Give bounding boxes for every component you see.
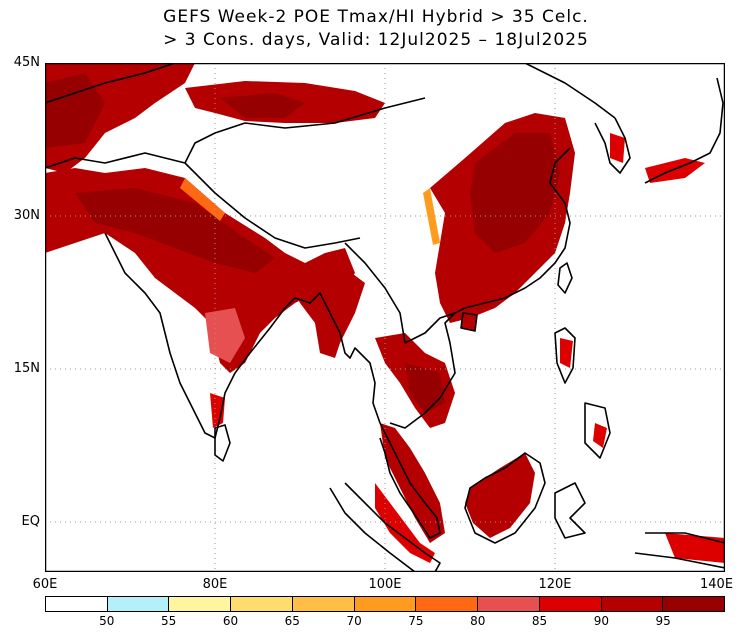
lat-label-45n: 45N xyxy=(13,55,40,70)
colorbar-swatch xyxy=(601,596,664,612)
colorbar-tick-label: 90 xyxy=(593,614,609,628)
colorbar-swatch xyxy=(478,596,540,612)
colorbar-swatch xyxy=(663,596,726,612)
title-line-1: GEFS Week-2 POE Tmax/HI Hybrid > 35 Celc… xyxy=(163,7,589,27)
colorbar-swatch xyxy=(169,596,232,612)
lon-label-80e: 80E xyxy=(202,577,228,592)
colorbar-swatch xyxy=(45,596,108,612)
colorbar-swatch xyxy=(107,596,170,612)
colorbar-swatch xyxy=(416,596,479,612)
colorbar-tick-label: 60 xyxy=(222,614,239,628)
colorbar-tick-label: 75 xyxy=(408,614,424,628)
lon-label-120e: 120E xyxy=(538,577,572,592)
colorbar-swatch xyxy=(539,596,602,612)
title-line-2: > 3 Cons. days, Valid: 12Jul2025 – 18Jul… xyxy=(163,30,589,50)
colorbar xyxy=(45,596,726,612)
colorbar-tick-label: 65 xyxy=(284,614,300,628)
colorbar-tick-label: 50 xyxy=(99,614,115,628)
colorbar-swatch xyxy=(292,596,355,612)
colorbar-tick-label: 70 xyxy=(346,614,362,628)
colorbar-tick-label: 95 xyxy=(655,614,671,628)
heat-probability-shading xyxy=(45,63,725,563)
colorbar-swatch xyxy=(354,596,417,612)
colorbar-tick-label: 85 xyxy=(531,614,548,628)
colorbar-swatch xyxy=(231,596,293,612)
coastlines xyxy=(45,63,725,572)
lat-label-15n: 15N xyxy=(13,361,40,376)
lat-label-30n: 30N xyxy=(13,208,40,223)
lon-label-140e: 140E xyxy=(700,577,734,592)
lat-label-eq: EQ xyxy=(21,514,40,529)
probability-map xyxy=(45,63,725,572)
colorbar-tick-label: 80 xyxy=(470,614,486,628)
lon-label-100e: 100E xyxy=(368,577,402,592)
colorbar-tick-label: 55 xyxy=(160,614,177,628)
lon-label-60e: 60E xyxy=(32,577,58,592)
